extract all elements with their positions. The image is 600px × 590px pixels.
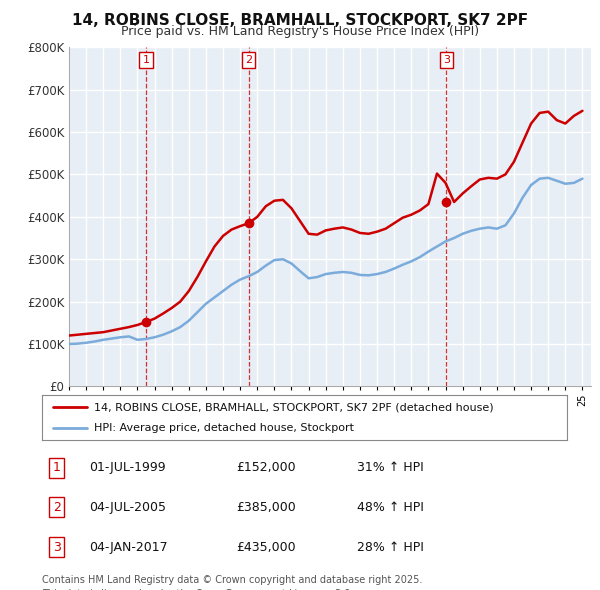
Text: 1: 1 bbox=[53, 461, 61, 474]
Text: 14, ROBINS CLOSE, BRAMHALL, STOCKPORT, SK7 2PF (detached house): 14, ROBINS CLOSE, BRAMHALL, STOCKPORT, S… bbox=[95, 402, 494, 412]
Text: 14, ROBINS CLOSE, BRAMHALL, STOCKPORT, SK7 2PF: 14, ROBINS CLOSE, BRAMHALL, STOCKPORT, S… bbox=[72, 13, 528, 28]
Text: £435,000: £435,000 bbox=[236, 540, 296, 553]
Text: £385,000: £385,000 bbox=[236, 501, 296, 514]
Text: 2: 2 bbox=[245, 55, 252, 65]
Text: 48% ↑ HPI: 48% ↑ HPI bbox=[357, 501, 424, 514]
Text: 04-JAN-2017: 04-JAN-2017 bbox=[89, 540, 168, 553]
Text: HPI: Average price, detached house, Stockport: HPI: Average price, detached house, Stoc… bbox=[95, 422, 355, 432]
Text: Price paid vs. HM Land Registry's House Price Index (HPI): Price paid vs. HM Land Registry's House … bbox=[121, 25, 479, 38]
Text: 2: 2 bbox=[53, 501, 61, 514]
Text: 31% ↑ HPI: 31% ↑ HPI bbox=[357, 461, 424, 474]
Text: 1: 1 bbox=[143, 55, 149, 65]
Text: 04-JUL-2005: 04-JUL-2005 bbox=[89, 501, 166, 514]
Text: Contains HM Land Registry data © Crown copyright and database right 2025.
This d: Contains HM Land Registry data © Crown c… bbox=[42, 575, 422, 590]
Text: £152,000: £152,000 bbox=[236, 461, 296, 474]
Text: 28% ↑ HPI: 28% ↑ HPI bbox=[357, 540, 424, 553]
Text: 01-JUL-1999: 01-JUL-1999 bbox=[89, 461, 166, 474]
Text: 3: 3 bbox=[443, 55, 450, 65]
Text: 3: 3 bbox=[53, 540, 61, 553]
